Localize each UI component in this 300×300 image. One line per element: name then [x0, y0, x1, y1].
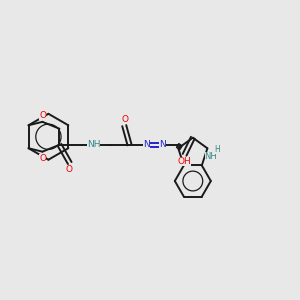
- Text: NH: NH: [87, 140, 100, 149]
- Text: O: O: [121, 115, 128, 124]
- Text: NH: NH: [205, 152, 217, 161]
- Text: O: O: [66, 165, 73, 174]
- Text: N: N: [143, 140, 150, 149]
- Text: N: N: [159, 140, 166, 149]
- Text: H: H: [214, 145, 220, 154]
- Text: O: O: [39, 154, 46, 163]
- Text: O: O: [39, 111, 46, 120]
- Text: OH: OH: [177, 157, 191, 166]
